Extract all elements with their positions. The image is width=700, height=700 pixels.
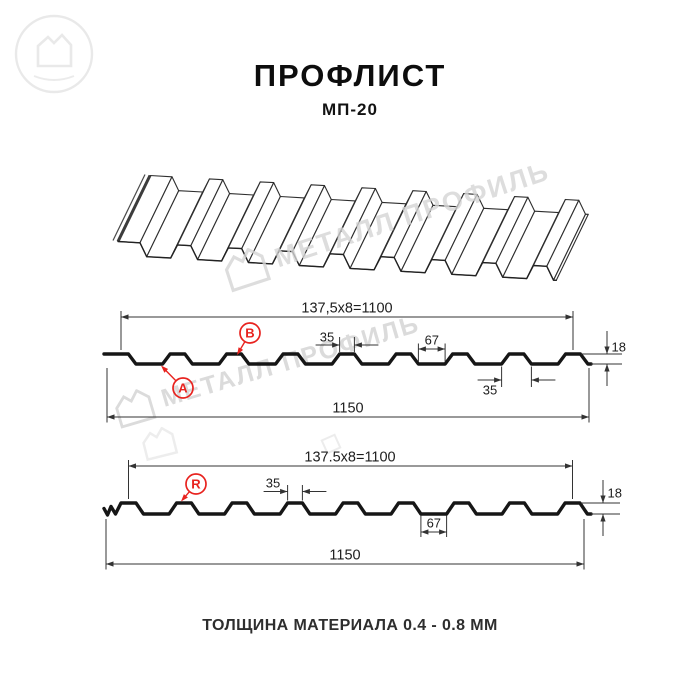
label-r: R [191,477,201,492]
dim-profile-height: 18 [612,340,626,355]
brand-watermark: МЕТАЛЛ ПРОФИЛЬ [220,152,555,293]
logo-ribbon [33,75,75,81]
dim-bottom-flat-width: 67 [427,516,441,531]
profile-3d-view [112,174,589,281]
dim-profile-height: 18 [608,486,622,501]
brand-house-icon [115,388,157,429]
page-title: ПРОФЛИСТ [253,58,447,93]
brand-circle-logo [14,14,94,94]
label-r-circle [185,473,207,495]
dim-rib-bottom-width: 35 [483,383,497,398]
dim-bottom-flat-width: 67 [425,333,439,348]
product-model: МП-20 [322,100,378,119]
brand-watermark: МЕТАЛЛ ПРОФИЛЬ [111,307,424,429]
cross-section-drawing-top: 137,5x8=1100 35 67 18 35 1150 В А [102,301,626,423]
dim-total-width: 1150 [332,401,363,417]
dim-coverage-width: 137,5x8=1100 [301,301,392,317]
logo-house-icon [36,33,73,68]
cross-section-drawing-bottom: 137.5x8=1100 35 18 67 1150 R [102,450,622,570]
material-thickness-note: ТОЛЩИНА МАТЕРИАЛА 0.4 - 0.8 ММ [202,617,498,634]
dim-rib-top-width: 35 [320,330,334,345]
label-b-circle [239,322,261,344]
label-a: А [178,381,188,396]
logo-circle [14,14,94,94]
dim-rib-top-width: 35 [266,476,280,491]
dim-total-width: 1150 [329,548,360,564]
dim-coverage-width: 137.5x8=1100 [304,450,395,466]
brand-house-icon [142,426,179,462]
label-b: В [245,326,254,341]
label-a-circle [172,377,194,399]
brand-house-icon [224,247,272,293]
